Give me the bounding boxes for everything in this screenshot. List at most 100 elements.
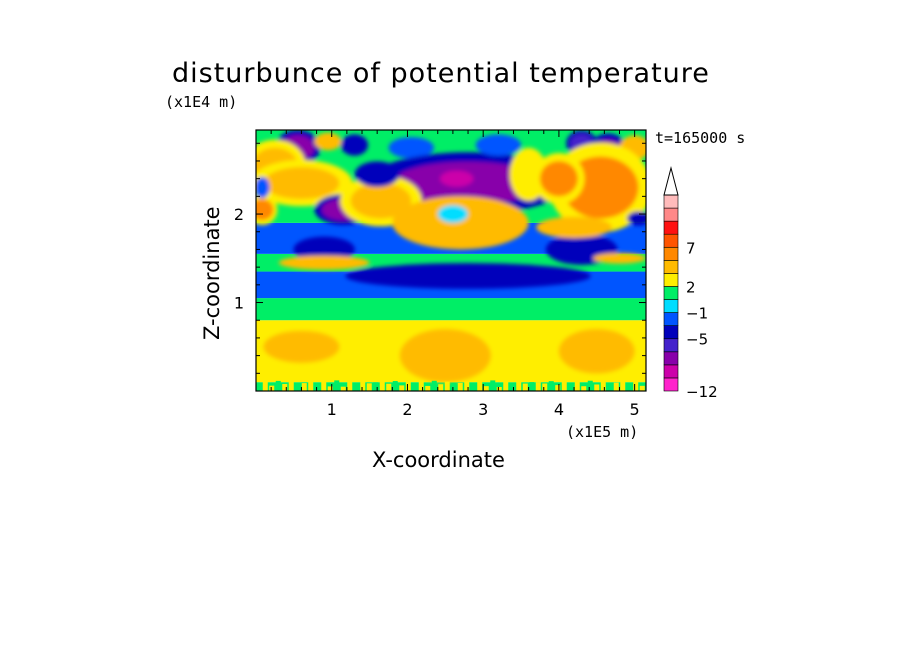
y-tick-label: 1 — [234, 294, 244, 313]
colorbar-label: −5 — [686, 331, 708, 349]
surface-noise — [308, 381, 314, 391]
surface-noise — [639, 385, 645, 391]
colorbar-segment — [663, 260, 679, 274]
surface-noise — [522, 383, 528, 391]
surface-noise — [477, 380, 483, 391]
contour-feature — [256, 199, 274, 221]
surface-noise — [386, 383, 392, 391]
surface-noise — [295, 382, 301, 391]
surface-noise — [490, 380, 496, 391]
background-band — [256, 382, 646, 391]
colorbar-segment — [663, 207, 679, 222]
surface-noise — [438, 384, 444, 391]
surface-noise — [256, 387, 262, 391]
colorbar-segment — [663, 338, 679, 353]
contour-feature — [558, 329, 635, 374]
surface-noise — [620, 381, 626, 391]
x-tick-label: 5 — [630, 400, 640, 419]
contour-feature — [377, 267, 559, 285]
surface-noise — [353, 384, 359, 391]
surface-noise — [340, 386, 346, 391]
surface-noise — [613, 382, 619, 391]
contour-feature — [399, 329, 491, 383]
contour-feature — [388, 137, 434, 159]
background-band — [256, 298, 646, 321]
contour-feature — [440, 170, 474, 187]
colorbar-label: −1 — [686, 305, 708, 323]
surface-noise — [600, 381, 606, 391]
surface-noise — [360, 381, 366, 391]
contour-feature — [263, 330, 340, 363]
surface-noise — [373, 382, 379, 391]
surface-noise — [568, 386, 574, 391]
surface-noise — [542, 383, 548, 391]
plot-frame — [255, 129, 647, 392]
surface-noise — [509, 385, 515, 391]
contour-feature — [301, 240, 347, 259]
contour-feature — [263, 167, 340, 200]
colorbar-segment — [663, 233, 679, 248]
surface-noise — [334, 380, 340, 391]
surface-noise — [607, 382, 613, 391]
surface-noise — [587, 380, 593, 391]
contour-feature — [555, 238, 609, 261]
colorbar-segment — [663, 377, 679, 392]
x-tick-label: 3 — [478, 400, 488, 419]
contour-feature — [256, 176, 270, 199]
surface-noise — [503, 380, 509, 391]
x-tick-label: 1 — [327, 400, 337, 419]
colorbar-segment — [663, 220, 679, 235]
contour-feature — [592, 252, 646, 264]
surface-noise — [548, 381, 554, 391]
surface-noise — [529, 382, 535, 391]
surface-noise — [288, 381, 294, 391]
surface-noise — [574, 380, 580, 391]
colorbar-label: 2 — [686, 278, 696, 296]
surface-noise — [412, 387, 418, 391]
colorbar-segment — [663, 325, 679, 340]
x-axis-unit: (x1E5 m) — [566, 423, 639, 441]
colorbar-segment — [663, 312, 679, 326]
surface-noise — [314, 384, 320, 391]
surface-noise — [594, 384, 600, 391]
surface-noise — [301, 383, 307, 391]
x-tick-label: 4 — [554, 400, 564, 419]
colorbar-label: −12 — [686, 383, 718, 401]
contour-feature — [437, 205, 469, 223]
surface-noise — [282, 383, 288, 391]
surface-noise — [425, 385, 431, 391]
contour-feature — [278, 255, 370, 270]
surface-noise — [626, 384, 632, 391]
x-tick-label: 2 — [402, 400, 412, 419]
surface-noise — [444, 381, 450, 391]
surface-noise — [431, 380, 437, 391]
colorbar-segment — [663, 364, 679, 379]
surface-noise — [269, 385, 275, 391]
contour-feature — [350, 183, 412, 219]
surface-noise — [483, 386, 489, 391]
surface-noise — [470, 384, 476, 391]
surface-noise — [555, 385, 561, 391]
contour-feature — [627, 211, 646, 226]
colorbar-segment — [663, 246, 679, 261]
surface-noise — [451, 382, 457, 391]
y-axis-unit: (x1E4 m) — [165, 93, 238, 111]
surface-noise — [464, 381, 470, 391]
surface-noise — [399, 385, 405, 391]
surface-noise — [327, 386, 333, 391]
chart-title: disturbunce of potential temperature — [172, 58, 710, 89]
contour-feature — [539, 160, 578, 197]
surface-noise — [457, 382, 463, 391]
surface-noise — [418, 380, 424, 391]
contour-feature — [314, 132, 342, 151]
surface-noise — [275, 380, 281, 391]
contour-feature — [392, 196, 529, 250]
colorbar-segment — [663, 299, 679, 313]
surface-noise — [379, 381, 385, 391]
surface-noise — [347, 380, 353, 391]
colorbar-segment — [663, 194, 679, 209]
surface-noise — [561, 380, 567, 391]
surface-noise — [321, 380, 327, 391]
